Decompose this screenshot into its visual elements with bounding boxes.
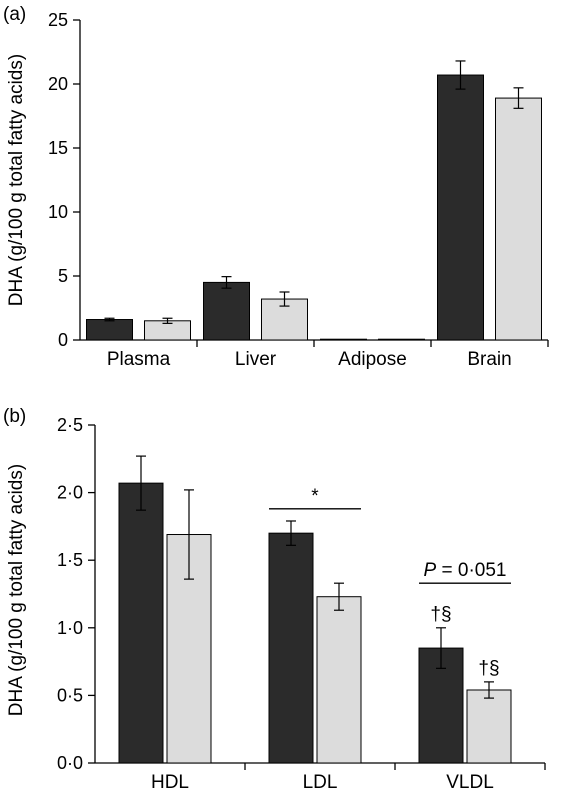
- bar-annotation: †§: [478, 658, 499, 679]
- panel-label: (a): [3, 4, 26, 25]
- y-tick-label: 2·0: [57, 483, 83, 503]
- y-tick-label: 0: [58, 330, 68, 350]
- y-tick-label: 10: [48, 202, 68, 222]
- bar: [320, 338, 367, 341]
- category-label: LDL: [303, 772, 338, 793]
- y-tick-label: 2·5: [57, 415, 83, 435]
- y-tick-label: 1·5: [57, 550, 83, 570]
- bar: [316, 596, 362, 764]
- significance-label: P = 0·051: [424, 560, 507, 581]
- bar: [378, 338, 425, 341]
- y-tick-label: 0·0: [57, 753, 83, 773]
- y-tick-label: 0·5: [57, 685, 83, 705]
- panel-label: (b): [3, 406, 26, 427]
- significance-label: *: [311, 486, 319, 507]
- bar-annotation: †§: [430, 604, 451, 625]
- category-label: VLDL: [446, 772, 494, 793]
- category-label: Liver: [235, 349, 277, 370]
- chart-panel-b: (b) DHA (g/100 g total fatty acids) 0·0 0·5…: [3, 406, 546, 793]
- category-label: Adipose: [338, 349, 407, 370]
- chart-panel-a: (a) DHA (g/100 g total fatty acids) 0 5 10 15…: [3, 4, 549, 370]
- y-axis-label: DHA (g/100 g total fatty acids): [6, 464, 27, 716]
- bar: [437, 74, 484, 341]
- y-tick-label: 1·0: [57, 618, 83, 638]
- category-label: Brain: [467, 349, 511, 370]
- bar: [203, 281, 250, 341]
- y-tick-label: 25: [48, 10, 68, 30]
- bar: [118, 482, 164, 764]
- category-label: Plasma: [107, 349, 171, 370]
- bar: [466, 689, 512, 764]
- y-tick-label: 15: [48, 138, 68, 158]
- bar: [495, 97, 542, 341]
- bar: [268, 532, 314, 764]
- y-axis-label: DHA (g/100 g total fatty acids): [6, 54, 27, 306]
- y-tick-label: 20: [48, 74, 68, 94]
- category-label: HDL: [151, 772, 189, 793]
- bar: [86, 319, 133, 341]
- y-tick-label: 5: [58, 266, 68, 286]
